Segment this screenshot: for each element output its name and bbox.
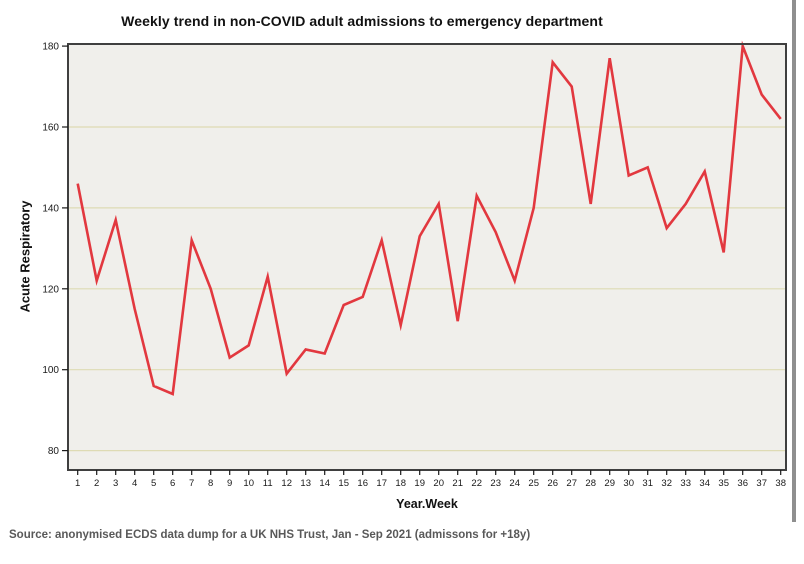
x-tick-label-27: 27 bbox=[566, 478, 577, 489]
x-tick-label-12: 12 bbox=[281, 478, 292, 489]
x-tick-label-33: 33 bbox=[680, 478, 691, 489]
x-tick-label-6: 6 bbox=[170, 478, 175, 489]
x-tick-label-36: 36 bbox=[737, 478, 748, 489]
x-tick-label-34: 34 bbox=[699, 478, 710, 489]
x-tick-label-31: 31 bbox=[642, 478, 653, 489]
x-tick-label-13: 13 bbox=[300, 478, 311, 489]
x-tick-label-23: 23 bbox=[490, 478, 501, 489]
x-tick-label-29: 29 bbox=[604, 478, 615, 489]
y-tick-label-80: 80 bbox=[48, 446, 60, 457]
x-tick-label-28: 28 bbox=[585, 478, 596, 489]
x-tick-label-19: 19 bbox=[414, 478, 425, 489]
x-tick-label-35: 35 bbox=[718, 478, 729, 489]
x-tick-label-24: 24 bbox=[509, 478, 520, 489]
x-tick-label-22: 22 bbox=[471, 478, 482, 489]
x-tick-label-4: 4 bbox=[132, 478, 137, 489]
x-tick-label-3: 3 bbox=[113, 478, 118, 489]
x-tick-label-8: 8 bbox=[208, 478, 213, 489]
x-tick-label-11: 11 bbox=[263, 478, 273, 489]
y-tick-label-180: 180 bbox=[42, 42, 59, 53]
x-tick-label-2: 2 bbox=[94, 478, 99, 489]
x-tick-label-1: 1 bbox=[75, 478, 80, 489]
figure-right-border bbox=[792, 0, 796, 522]
x-tick-label-16: 16 bbox=[357, 478, 368, 489]
x-axis-title: Year.Week bbox=[396, 497, 458, 511]
x-tick-label-10: 10 bbox=[243, 478, 254, 489]
plot-background bbox=[68, 44, 786, 470]
source-note: Source: anonymised ECDS data dump for a … bbox=[9, 529, 531, 541]
x-tick-label-9: 9 bbox=[227, 478, 232, 489]
y-tick-label-160: 160 bbox=[42, 123, 59, 134]
y-tick-label-140: 140 bbox=[42, 203, 59, 214]
x-tick-label-25: 25 bbox=[528, 478, 539, 489]
x-tick-label-30: 30 bbox=[623, 478, 634, 489]
chart-title: Weekly trend in non-COVID adult admissio… bbox=[121, 13, 603, 29]
x-tick-label-14: 14 bbox=[319, 478, 330, 489]
plot-frame bbox=[67, 43, 787, 471]
series-line-acute-respiratory bbox=[76, 40, 782, 396]
x-tick-label-17: 17 bbox=[376, 478, 387, 489]
x-tick-label-32: 32 bbox=[661, 478, 672, 489]
x-tick-label-26: 26 bbox=[547, 478, 558, 489]
x-tick-label-18: 18 bbox=[395, 478, 406, 489]
x-tick-label-20: 20 bbox=[433, 478, 444, 489]
x-tick-label-21: 21 bbox=[452, 478, 463, 489]
x-tick-label-7: 7 bbox=[189, 478, 194, 489]
x-tick-label-38: 38 bbox=[775, 478, 786, 489]
x-tick-label-37: 37 bbox=[756, 478, 767, 489]
y-tick-label-100: 100 bbox=[42, 365, 59, 376]
x-tick-label-15: 15 bbox=[338, 478, 349, 489]
y-tick-label-120: 120 bbox=[42, 284, 59, 295]
y-axis-title: Acute Respiratory bbox=[17, 200, 33, 313]
x-tick-label-5: 5 bbox=[151, 478, 156, 489]
